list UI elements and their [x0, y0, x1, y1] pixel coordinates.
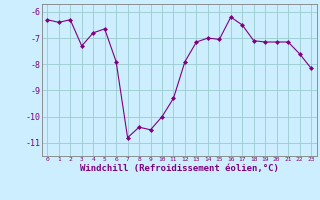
X-axis label: Windchill (Refroidissement éolien,°C): Windchill (Refroidissement éolien,°C) [80, 164, 279, 173]
